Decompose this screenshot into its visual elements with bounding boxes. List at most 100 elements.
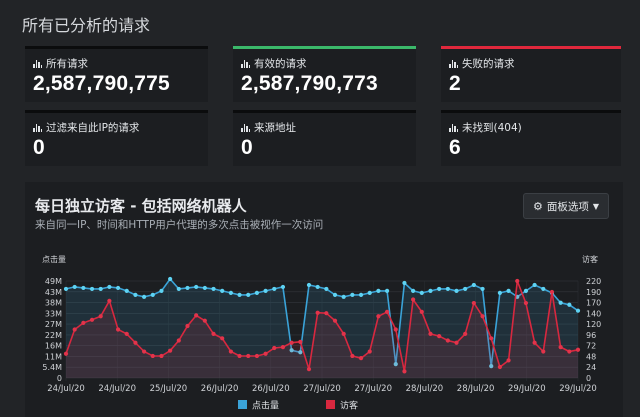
series-point-0 (237, 292, 242, 297)
series-point-0 (402, 280, 407, 286)
left-tick-label: 11M (45, 352, 62, 361)
x-tick-label: 26/Jul/20 (201, 384, 239, 394)
series-point-1 (506, 358, 511, 363)
card-not-found: 未找到(404) 6 (441, 110, 621, 166)
series-point-0 (63, 286, 69, 292)
left-tick-label: 5.4M (42, 363, 62, 372)
series-point-0 (124, 288, 129, 293)
series-point-1 (237, 353, 242, 359)
series-point-1 (463, 331, 468, 337)
series-point-1 (489, 336, 494, 341)
series-point-0 (315, 284, 320, 290)
series-area-1 (66, 281, 578, 378)
series-point-1 (246, 353, 251, 359)
series-point-1 (168, 348, 173, 353)
series-point-0 (411, 288, 416, 293)
card-label: 来源地址 (254, 122, 296, 134)
gear-icon: ⚙ (532, 199, 543, 213)
series-point-1 (315, 310, 320, 315)
series-point-1 (107, 298, 112, 303)
series-point-0 (480, 286, 485, 292)
card-accent-bar (25, 110, 208, 113)
series-point-0 (211, 286, 216, 292)
series-point-1 (124, 331, 129, 337)
series-point-0 (497, 290, 502, 295)
series-point-1 (280, 345, 286, 350)
series-point-1 (419, 309, 424, 314)
series-point-0 (506, 288, 511, 293)
right-tick-label: 120 (586, 320, 601, 329)
series-point-1 (298, 339, 303, 344)
card-label: 过滤来自此IP的请求 (46, 122, 140, 134)
x-tick-label: 29/Jul/20 (508, 384, 546, 394)
series-point-0 (324, 286, 329, 292)
card-value: 6 (449, 136, 461, 159)
series-point-0 (350, 292, 355, 297)
series-point-0 (289, 348, 294, 353)
series-point-0 (376, 288, 381, 293)
legend-swatch (326, 400, 335, 409)
left-tick-label: 22M (45, 331, 62, 340)
series-point-1 (341, 331, 346, 337)
series-point-1 (228, 349, 233, 354)
panel-title: 每日独立访客 - 包括网络机器人 (35, 197, 247, 215)
series-point-1 (133, 340, 138, 345)
right-tick-label: 0 (586, 374, 591, 383)
series-point-1 (159, 353, 164, 359)
bar-chart-icon (33, 59, 43, 68)
left-axis-label: 点击量 (42, 254, 66, 264)
right-tick-label: 72 (586, 342, 596, 351)
series-point-0 (419, 290, 424, 295)
series-point-0 (298, 350, 303, 355)
x-tick-label: 27/Jul/20 (354, 384, 392, 394)
series-point-1 (350, 353, 355, 359)
series-point-1 (541, 349, 546, 354)
left-tick-label: 43M (45, 288, 62, 297)
legend-swatch (238, 400, 247, 409)
bar-chart-icon (241, 59, 251, 68)
series-point-1 (393, 327, 398, 332)
series-point-1 (254, 353, 260, 359)
series-point-1 (185, 323, 190, 329)
series-point-1 (549, 289, 555, 295)
series-point-1 (454, 340, 459, 345)
series-point-1 (202, 318, 207, 323)
series-point-0 (454, 288, 459, 293)
series-point-1 (437, 334, 442, 339)
series-point-1 (150, 353, 155, 359)
series-point-1 (384, 309, 390, 314)
series-point-1 (220, 336, 225, 341)
series-point-0 (341, 294, 346, 299)
series-point-0 (89, 286, 95, 292)
card-label: 有效的请求 (254, 58, 307, 70)
card-label: 未找到(404) (462, 122, 522, 134)
series-point-0 (445, 286, 450, 292)
x-tick-label: 24/Jul/20 (47, 384, 85, 394)
card-value: 0 (33, 136, 45, 159)
series-point-0 (254, 290, 260, 295)
legend-label: 点击量 (252, 400, 279, 412)
right-tick-label: 48 (586, 352, 596, 361)
series-point-1 (402, 369, 407, 374)
left-tick-label: 16M (45, 342, 62, 351)
x-tick-label: 25/Jul/20 (150, 384, 188, 394)
panel-options-button[interactable]: ⚙ 面板选项 ▼ (522, 193, 609, 219)
left-tick-label: 49M (45, 277, 62, 286)
x-tick-label: 29/Jul/20 (559, 384, 597, 394)
right-axis-label: 访客 (582, 254, 598, 264)
series-point-0 (463, 286, 468, 292)
series-point-0 (81, 285, 86, 291)
card-valid-requests: 有效的请求 2,587,790,773 (233, 46, 416, 102)
series-point-1 (575, 347, 581, 352)
left-tick-label: 38M (45, 299, 62, 308)
series-point-0 (176, 286, 181, 292)
series-point-0 (471, 282, 476, 288)
series-point-0 (567, 302, 572, 307)
series-point-1 (558, 345, 563, 350)
right-tick-label: 220 (586, 277, 601, 286)
card-value: 2,587,790,775 (33, 72, 170, 95)
series-point-0 (306, 282, 312, 288)
x-tick-label: 26/Jul/20 (252, 384, 290, 394)
series-point-1 (176, 338, 181, 343)
